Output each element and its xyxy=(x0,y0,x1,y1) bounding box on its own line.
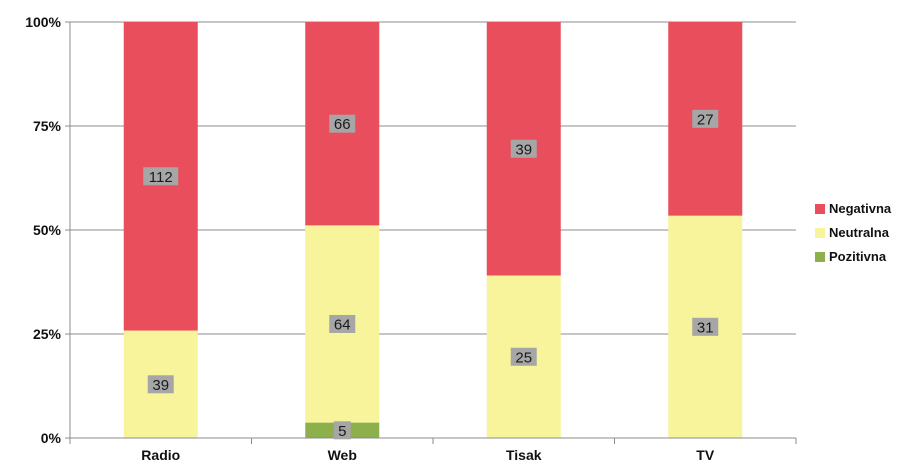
axes: 0% 25% 50% 75% 100% Radio Web Tisak TV xyxy=(25,14,797,463)
data-label-box xyxy=(692,317,719,336)
x-tick-label: Web xyxy=(328,447,357,463)
data-label-box xyxy=(147,375,174,394)
legend-label-pozitivna: Pozitivna xyxy=(829,249,887,264)
data-label-box xyxy=(143,167,179,186)
data-label: 27 xyxy=(697,111,714,128)
data-label-box xyxy=(329,114,356,133)
x-tick-label: Radio xyxy=(141,447,180,463)
x-tick-label: TV xyxy=(696,447,715,463)
data-label-box xyxy=(692,109,719,128)
data-label: 66 xyxy=(334,116,351,133)
legend-label-negativna: Negativna xyxy=(829,201,892,216)
data-label-box xyxy=(510,139,537,158)
y-tick-label: 75% xyxy=(33,118,62,134)
y-tick-label: 100% xyxy=(25,14,61,30)
legend-label-neutralna: Neutralna xyxy=(829,225,890,240)
bars xyxy=(123,22,743,438)
data-label-box xyxy=(333,421,351,440)
data-labels: 39 112 5 64 66 25 39 31 27 xyxy=(143,109,719,440)
x-tick-label: Tisak xyxy=(506,447,542,463)
y-tick-label: 0% xyxy=(41,430,62,446)
data-label-box xyxy=(329,314,356,333)
data-label: 39 xyxy=(515,141,532,158)
data-label: 25 xyxy=(515,349,532,366)
data-label-box xyxy=(510,347,537,366)
legend: Negativna Neutralna Pozitivna xyxy=(815,201,892,264)
data-label: 64 xyxy=(334,316,351,333)
legend-swatch-neutralna xyxy=(815,228,825,238)
legend-swatch-pozitivna xyxy=(815,252,825,262)
y-tick-label: 50% xyxy=(33,222,62,238)
legend-swatch-negativna xyxy=(815,204,825,214)
data-label: 112 xyxy=(149,169,173,186)
data-label: 5 xyxy=(338,423,346,440)
y-tick-label: 25% xyxy=(33,326,62,342)
data-label: 39 xyxy=(152,377,169,394)
data-label: 31 xyxy=(697,319,714,336)
